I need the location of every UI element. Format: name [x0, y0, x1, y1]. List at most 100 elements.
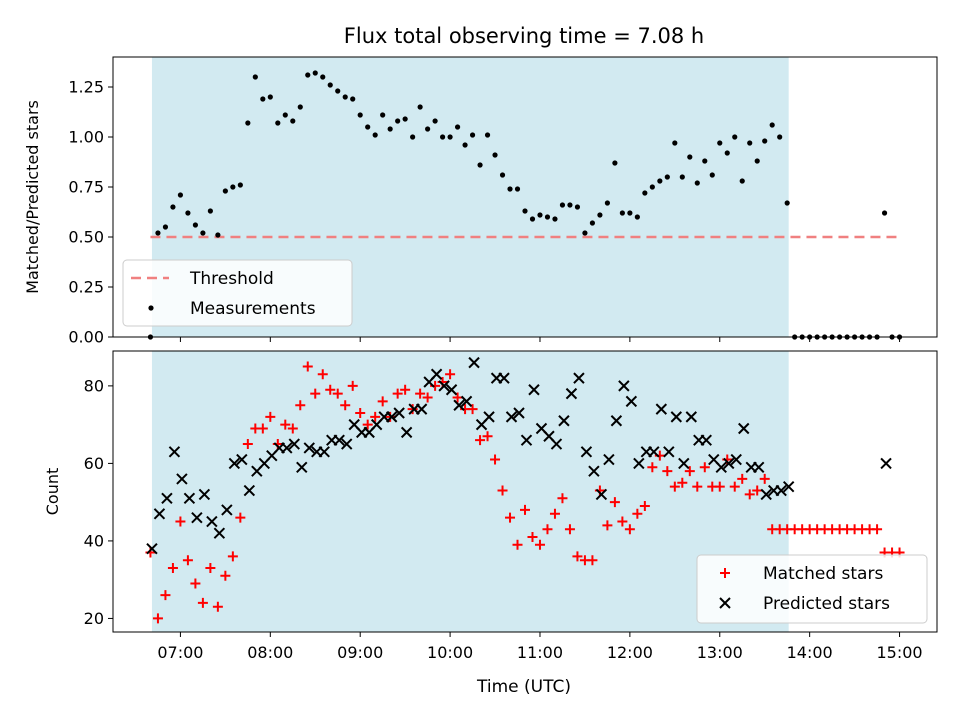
data-point	[342, 94, 348, 100]
data-point	[327, 82, 333, 88]
data-point	[417, 104, 423, 110]
data-point	[162, 224, 169, 230]
data-point	[730, 453, 742, 466]
data-point	[687, 154, 693, 160]
data-point	[574, 204, 581, 210]
data-point	[452, 392, 463, 403]
data-point	[220, 570, 231, 581]
data-point	[685, 411, 698, 423]
data-point	[296, 461, 308, 473]
data-point	[669, 481, 680, 492]
data-point	[460, 395, 473, 408]
data-point	[402, 116, 408, 122]
data-point	[227, 551, 238, 562]
y-tick-label: 60	[84, 454, 104, 473]
data-point	[625, 395, 638, 408]
data-point	[559, 202, 566, 208]
data-point	[302, 361, 313, 372]
data-point	[528, 384, 540, 396]
data-point	[265, 411, 276, 422]
data-point	[341, 438, 353, 450]
data-point	[880, 457, 892, 470]
data-point	[649, 184, 655, 190]
legend-predicted-swatch	[719, 597, 731, 609]
data-point	[520, 504, 530, 515]
data-point	[550, 438, 563, 450]
data-point	[206, 515, 218, 528]
legend-label: Predicted stars	[763, 594, 890, 614]
data-point	[617, 516, 628, 527]
data-point	[588, 465, 600, 477]
data-point	[557, 493, 568, 504]
data-point	[784, 200, 790, 206]
data-point	[762, 138, 768, 144]
data-point	[245, 120, 251, 126]
data-point	[362, 419, 373, 430]
data-point	[377, 396, 388, 407]
y-tick-label: 80	[84, 376, 104, 395]
data-point	[385, 411, 396, 422]
x-tick-label: 08:00	[247, 643, 293, 662]
data-point	[280, 419, 291, 430]
data-point	[744, 489, 755, 500]
data-point	[572, 551, 583, 562]
data-point	[699, 462, 710, 473]
data-point	[432, 118, 438, 124]
data-point	[400, 384, 411, 395]
y-tick-label: 0.50	[68, 228, 104, 247]
data-point	[567, 202, 573, 208]
data-point	[370, 411, 381, 422]
data-point	[167, 563, 178, 574]
data-point	[355, 408, 366, 419]
x-tick-label: 10:00	[427, 643, 473, 662]
data-point	[604, 200, 611, 206]
data-point	[310, 388, 321, 399]
data-point	[317, 369, 328, 380]
x-tick-label: 11:00	[517, 643, 563, 662]
data-point	[505, 411, 518, 423]
data-point	[684, 466, 695, 477]
data-point	[881, 210, 888, 216]
data-point	[318, 446, 330, 458]
data-point	[153, 508, 166, 520]
data-point	[453, 399, 465, 411]
data-point	[335, 88, 341, 94]
data-point	[297, 104, 303, 110]
data-point	[260, 96, 266, 102]
data-point	[505, 512, 516, 523]
data-point	[192, 222, 198, 228]
data-point	[737, 473, 748, 484]
x-axis-label: Time (UTC)	[476, 677, 571, 697]
data-point	[175, 516, 186, 527]
data-point	[365, 124, 371, 130]
data-point	[624, 524, 635, 535]
data-point	[564, 524, 575, 535]
data-point	[490, 454, 501, 465]
data-point	[534, 539, 545, 550]
y-tick-label: 1.25	[68, 78, 104, 97]
data-point	[663, 446, 675, 458]
data-point	[257, 423, 268, 434]
data-point	[872, 524, 883, 535]
x-tick-label: 12:00	[607, 643, 653, 662]
data-point	[400, 426, 413, 439]
data-point	[357, 112, 363, 118]
bottom-panel: 07:00 08:00 09:00 10:00 11:00 12:00 13:00 14:00…	[43, 350, 938, 662]
data-point	[469, 132, 476, 138]
legend-matched-swatch	[720, 568, 730, 578]
data-point	[714, 481, 725, 492]
data-point	[170, 204, 176, 210]
data-point	[221, 504, 233, 516]
data-point	[161, 492, 173, 504]
data-point	[759, 473, 770, 484]
data-point	[430, 368, 443, 380]
data-point	[558, 415, 570, 427]
data-point	[565, 387, 578, 400]
data-point	[639, 501, 650, 512]
data-point	[753, 461, 765, 473]
data-point	[347, 380, 358, 391]
data-point	[647, 462, 658, 473]
data-point	[589, 220, 596, 226]
data-point	[197, 597, 208, 608]
y-tick-label: 0.25	[68, 278, 104, 297]
